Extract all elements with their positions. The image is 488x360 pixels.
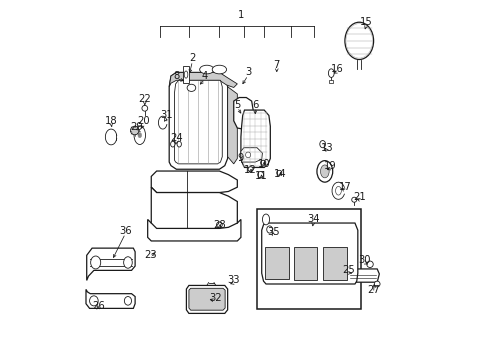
Polygon shape — [169, 72, 227, 169]
Polygon shape — [151, 171, 237, 193]
Ellipse shape — [257, 171, 263, 178]
Text: 14: 14 — [273, 168, 286, 179]
Ellipse shape — [199, 65, 214, 74]
Text: 4: 4 — [202, 71, 208, 81]
Ellipse shape — [138, 133, 142, 138]
Ellipse shape — [319, 140, 325, 148]
Polygon shape — [348, 269, 379, 282]
Text: 32: 32 — [208, 293, 221, 303]
Text: 24: 24 — [170, 133, 183, 143]
Text: 31: 31 — [160, 111, 172, 121]
Text: 13: 13 — [320, 143, 333, 153]
Ellipse shape — [142, 105, 147, 111]
Text: 8: 8 — [173, 71, 179, 81]
Bar — [257, 209, 360, 309]
Text: 23: 23 — [144, 250, 157, 260]
Text: 25: 25 — [342, 265, 354, 275]
Polygon shape — [169, 72, 237, 87]
Ellipse shape — [335, 186, 341, 195]
Ellipse shape — [134, 126, 145, 144]
Text: 27: 27 — [366, 285, 379, 296]
Text: 19: 19 — [324, 161, 336, 171]
Text: 1: 1 — [237, 10, 244, 20]
Polygon shape — [86, 248, 135, 280]
Ellipse shape — [170, 141, 175, 147]
Text: 7: 7 — [273, 60, 280, 70]
Polygon shape — [241, 110, 270, 167]
Ellipse shape — [216, 222, 222, 228]
Text: 5: 5 — [234, 100, 240, 110]
Ellipse shape — [366, 261, 372, 267]
Ellipse shape — [123, 257, 132, 268]
Bar — [323, 247, 346, 280]
Text: 36: 36 — [119, 226, 131, 236]
Ellipse shape — [90, 256, 101, 269]
Text: 12: 12 — [244, 165, 256, 175]
Text: 9: 9 — [237, 153, 244, 163]
Text: 28: 28 — [213, 220, 225, 230]
Polygon shape — [241, 148, 262, 162]
Ellipse shape — [320, 165, 328, 178]
Text: 30: 30 — [358, 255, 370, 265]
Text: 2: 2 — [189, 53, 195, 63]
Polygon shape — [233, 98, 253, 130]
Ellipse shape — [351, 197, 356, 202]
Polygon shape — [174, 80, 222, 164]
Bar — [293, 247, 317, 280]
Ellipse shape — [373, 281, 379, 287]
Text: 22: 22 — [138, 94, 151, 104]
Ellipse shape — [276, 170, 281, 175]
Polygon shape — [227, 87, 237, 164]
Ellipse shape — [328, 69, 333, 77]
Ellipse shape — [212, 65, 226, 74]
Text: 6: 6 — [251, 100, 258, 110]
Ellipse shape — [177, 141, 181, 147]
Ellipse shape — [247, 167, 253, 172]
Polygon shape — [86, 289, 135, 309]
Text: 33: 33 — [227, 275, 240, 285]
Ellipse shape — [262, 214, 269, 225]
Text: 35: 35 — [266, 227, 279, 237]
Polygon shape — [151, 187, 237, 228]
Ellipse shape — [260, 160, 265, 165]
Polygon shape — [188, 288, 224, 310]
Text: 15: 15 — [359, 17, 372, 27]
Ellipse shape — [316, 161, 332, 182]
Bar — [265, 247, 288, 279]
Text: 16: 16 — [331, 64, 344, 74]
Text: 3: 3 — [244, 67, 251, 77]
Text: 26: 26 — [92, 301, 104, 311]
Ellipse shape — [124, 297, 131, 305]
Ellipse shape — [130, 126, 139, 135]
Text: 11: 11 — [255, 171, 267, 181]
Text: 18: 18 — [104, 116, 117, 126]
Text: 17: 17 — [338, 182, 350, 192]
Text: 10: 10 — [257, 159, 270, 169]
Bar — [183, 66, 189, 83]
Ellipse shape — [89, 296, 98, 306]
Polygon shape — [186, 285, 227, 314]
Text: 20: 20 — [137, 116, 149, 126]
Polygon shape — [147, 220, 241, 241]
Bar — [329, 80, 332, 83]
Ellipse shape — [344, 22, 373, 59]
Polygon shape — [261, 223, 357, 284]
Ellipse shape — [187, 84, 195, 91]
Ellipse shape — [266, 226, 272, 233]
Text: 34: 34 — [306, 215, 319, 224]
Ellipse shape — [245, 152, 250, 158]
Text: 29: 29 — [130, 122, 143, 132]
Text: 21: 21 — [352, 192, 365, 202]
